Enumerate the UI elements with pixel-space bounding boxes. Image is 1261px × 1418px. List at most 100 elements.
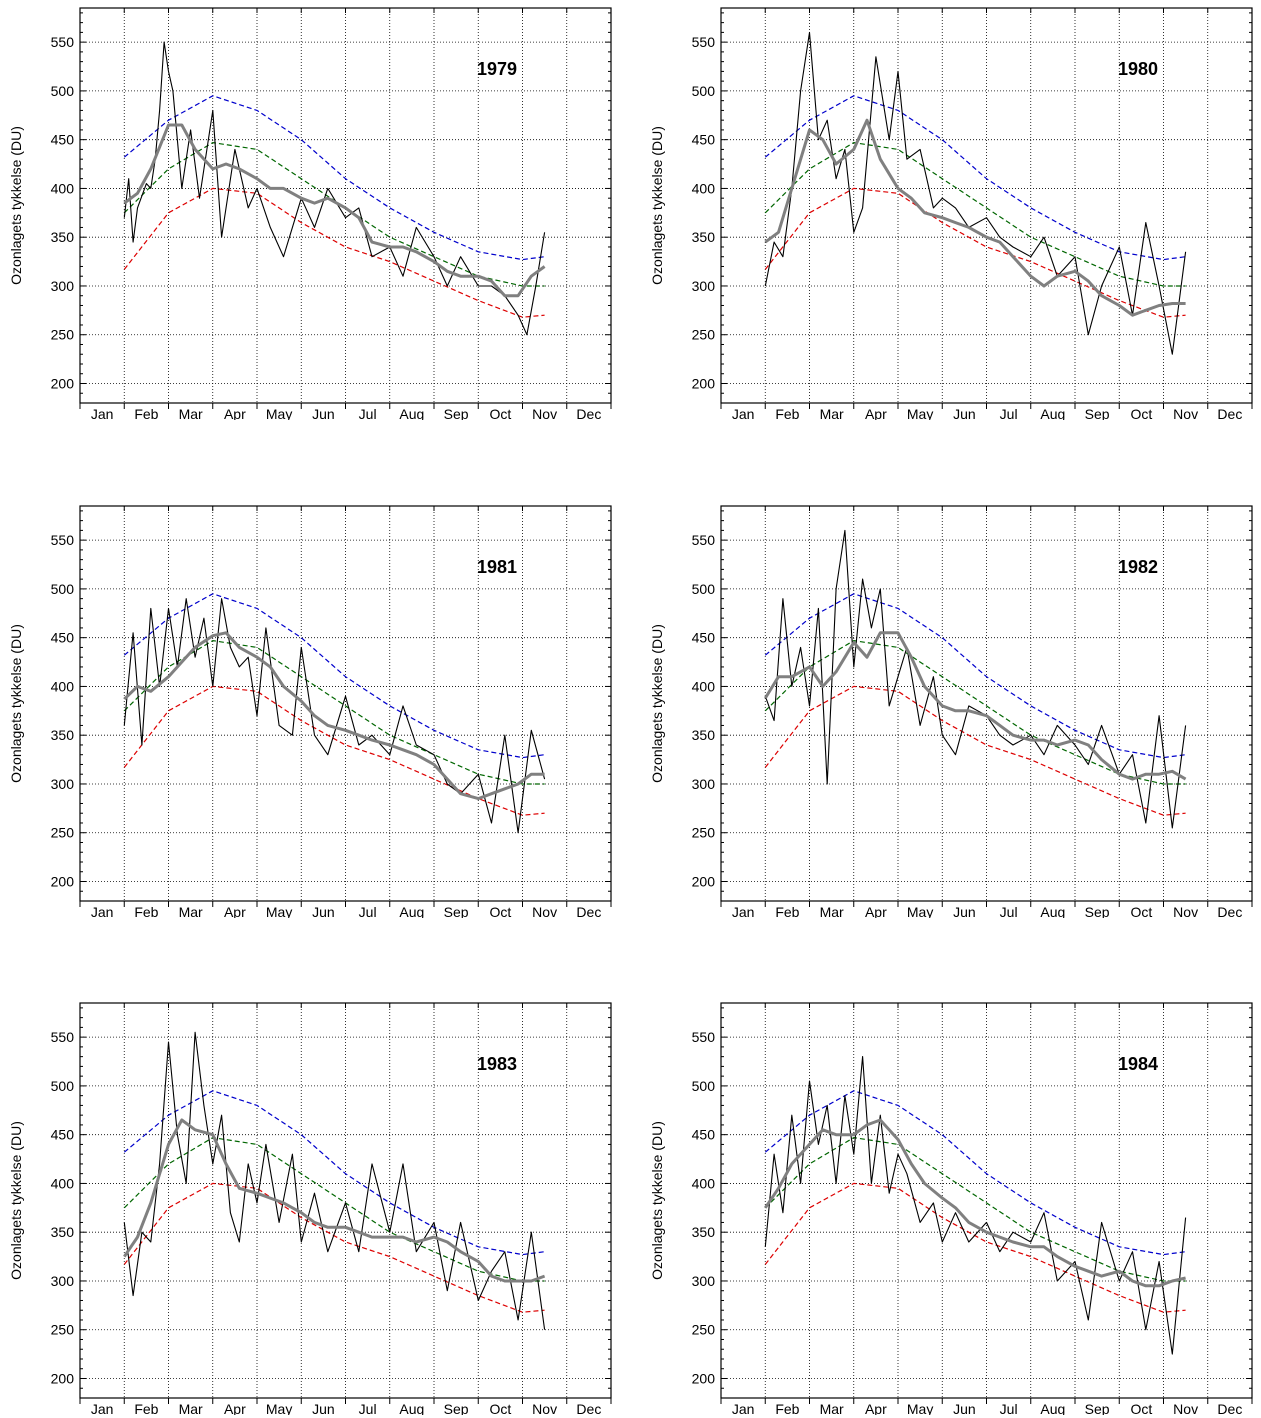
x-tick-label: Aug (399, 1401, 424, 1415)
x-tick-label: Jun (953, 406, 976, 420)
y-tick-label: 300 (51, 1273, 75, 1289)
x-tick-label: Dec (576, 1401, 601, 1415)
series-line-mean (123, 640, 545, 785)
y-tick-label: 400 (51, 180, 75, 196)
x-tick-label: Dec (1217, 1401, 1242, 1415)
x-tick-label: Oct (489, 904, 511, 918)
grid (80, 8, 611, 403)
chart-title: 1982 (1118, 557, 1158, 577)
y-tick-label: 350 (51, 229, 75, 245)
series-line-mean (764, 142, 1186, 287)
series-line-mean (123, 142, 545, 287)
x-tick-label: Jul (1000, 406, 1018, 420)
y-tick-label: 500 (51, 1078, 75, 1094)
y-axis-label: Ozonlagets tykkelse (DU) (8, 126, 24, 285)
y-tick-label: 450 (692, 630, 716, 646)
x-tick-label: Dec (576, 406, 601, 420)
chart-panel-1980: 200 250 300 350 400 450 500 550 Jan Feb Mar Apr May J… (641, 0, 1261, 420)
y-tick-label: 550 (51, 532, 75, 548)
y-tick-label: 400 (692, 678, 716, 694)
series-line-daily (764, 31, 1187, 355)
x-tick-label: Jul (359, 1401, 377, 1415)
series-line-daily (764, 1056, 1187, 1355)
y-tick-label: 450 (51, 630, 75, 646)
x-tick-label: Jan (732, 1401, 755, 1415)
chart-svg: 200 250 300 350 400 450 500 550 Jan Feb Mar Apr May J… (649, 7, 1253, 420)
x-tick-label: Feb (775, 904, 799, 918)
plot-frame (720, 7, 1253, 404)
y-tick-label: 550 (692, 34, 716, 50)
y-tick-label: 400 (51, 678, 75, 694)
y-tick-label: 450 (51, 1127, 75, 1143)
series-line-smooth (764, 631, 1187, 781)
chart-title: 1981 (477, 557, 517, 577)
chart-svg: 200 250 300 350 400 450 500 550 Jan Feb Mar Apr May J… (8, 1002, 612, 1415)
y-tick-label: 350 (692, 727, 716, 743)
series-line-upper (123, 95, 545, 261)
x-tick-label: Nov (1173, 904, 1198, 918)
y-tick-label: 500 (51, 581, 75, 597)
x-tick-label: Aug (399, 904, 424, 918)
y-tick-label: 500 (692, 83, 716, 99)
y-tick-label: 400 (692, 1175, 716, 1191)
y-axis-label: Ozonlagets tykkelse (DU) (8, 1121, 24, 1280)
y-tick-label: 500 (51, 83, 75, 99)
x-tick-label: Apr (865, 904, 887, 918)
x-tick-label: Sep (1085, 406, 1110, 420)
y-tick-label: 250 (692, 825, 716, 841)
x-tick-label: Jan (91, 904, 114, 918)
x-tick-label: Jan (91, 406, 114, 420)
chart-panel-1979: 200 250 300 350 400 450 500 550 Jan Feb Mar Apr May J… (0, 0, 620, 420)
y-axis-label: Ozonlagets tykkelse (DU) (8, 624, 24, 783)
y-tick-label: 350 (51, 1224, 75, 1240)
x-tick-label: Dec (1217, 406, 1242, 420)
x-tick-label: Jun (953, 1401, 976, 1415)
grid (80, 1003, 611, 1398)
x-tick-label: Apr (224, 406, 246, 420)
x-tick-label: Nov (532, 406, 557, 420)
x-tick-label: Aug (399, 406, 424, 420)
x-tick-label: Jun (312, 406, 335, 420)
y-tick-label: 450 (692, 1127, 716, 1143)
x-tick-label: Mar (179, 406, 203, 420)
x-tick-label: Jan (732, 406, 755, 420)
y-tick-label: 200 (51, 873, 75, 889)
x-tick-label: Nov (532, 1401, 557, 1415)
chart-title: 1980 (1118, 59, 1158, 79)
y-tick-label: 450 (692, 132, 716, 148)
x-tick-label: Jul (1000, 1401, 1018, 1415)
series-line-smooth (764, 118, 1186, 317)
y-tick-label: 550 (692, 532, 716, 548)
x-tick-label: Oct (1130, 406, 1152, 420)
grid (721, 1003, 1252, 1398)
x-tick-label: May (907, 406, 933, 420)
x-tick-label: Oct (1130, 904, 1152, 918)
y-tick-label: 250 (51, 327, 75, 343)
x-tick-label: Nov (1173, 1401, 1198, 1415)
y-tick-label: 250 (51, 1322, 75, 1338)
x-tick-label: May (907, 1401, 933, 1415)
x-tick-label: Sep (444, 904, 469, 918)
y-tick-label: 450 (51, 132, 75, 148)
x-tick-label: Oct (489, 1401, 511, 1415)
series-line-daily (764, 529, 1187, 829)
y-tick-label: 550 (692, 1029, 716, 1045)
series-line-lower (123, 187, 545, 318)
x-tick-label: Jul (359, 904, 377, 918)
series-line-smooth (123, 123, 546, 298)
x-tick-label: Feb (134, 406, 158, 420)
plot-frame (79, 1002, 612, 1399)
x-tick-label: Mar (179, 904, 203, 918)
y-tick-label: 200 (692, 375, 716, 391)
x-tick-label: Jun (312, 1401, 335, 1415)
series-line-mean (764, 640, 1186, 785)
y-tick-label: 350 (51, 727, 75, 743)
y-tick-label: 300 (51, 776, 75, 792)
y-tick-label: 300 (692, 1273, 716, 1289)
series-line-smooth (123, 1118, 546, 1283)
series-line-lower (764, 685, 1186, 816)
series-line-smooth (123, 631, 545, 801)
x-tick-label: Feb (775, 1401, 799, 1415)
x-tick-label: Dec (576, 904, 601, 918)
x-tick-label: Jun (312, 904, 335, 918)
